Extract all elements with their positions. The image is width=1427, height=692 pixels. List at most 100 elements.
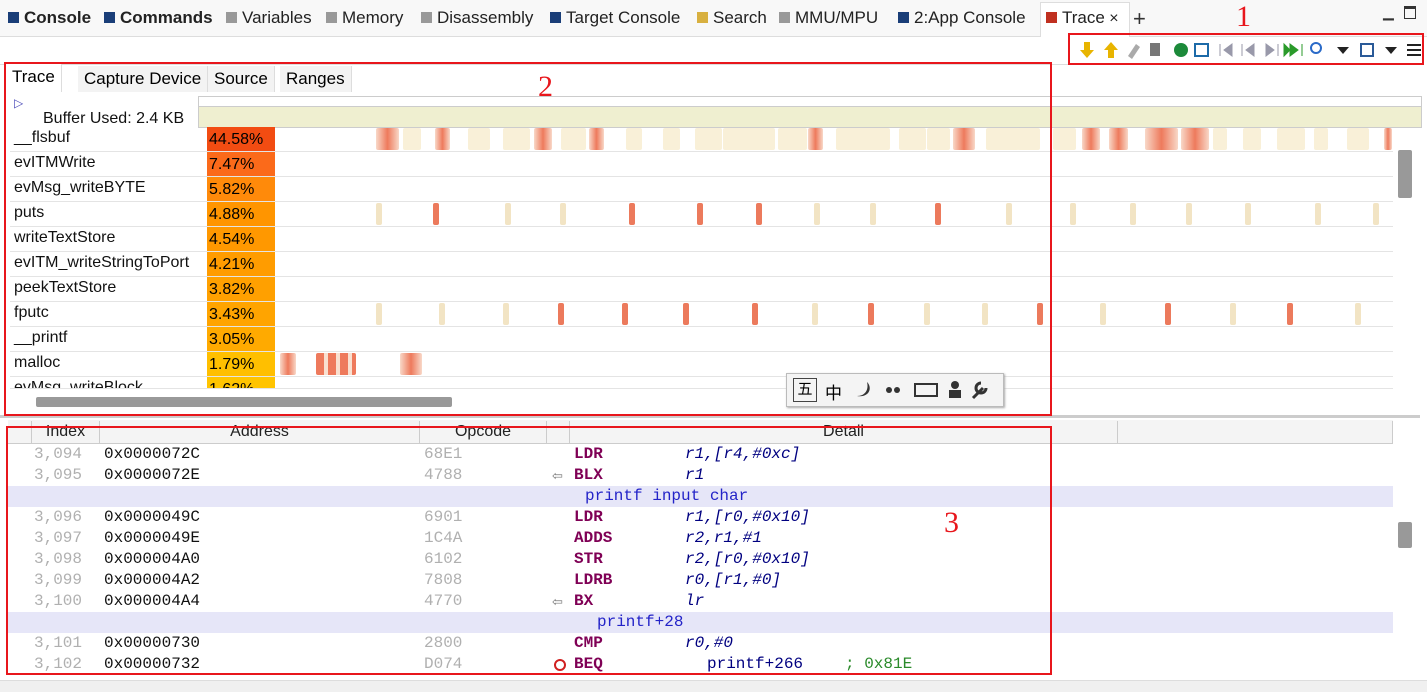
icon-dropdown[interactable]: [1385, 47, 1397, 54]
activity-block: [1109, 128, 1128, 150]
activity-block: [778, 128, 807, 150]
buffer-ruler: [198, 96, 1422, 107]
activity-block: [808, 128, 823, 150]
expand-toggle[interactable]: ▷: [14, 96, 24, 110]
activity-block: [534, 128, 552, 150]
maximize-button[interactable]: [1404, 6, 1416, 19]
activity-block: [870, 203, 876, 225]
activity-block: [1070, 203, 1076, 225]
activity-block: [629, 203, 635, 225]
row-separator: [10, 226, 1393, 227]
tab[interactable]: Search: [697, 8, 767, 28]
activity-block: [982, 303, 988, 325]
ime-button[interactable]: 中: [825, 384, 842, 403]
activity-block: [1277, 128, 1305, 150]
activity-block: [400, 353, 422, 375]
function-percent: 4.21%: [207, 252, 275, 277]
tab[interactable]: Trace ×: [1046, 8, 1119, 28]
activity-block: [683, 303, 689, 325]
tab[interactable]: Disassembly: [421, 8, 533, 28]
icon-prev[interactable]: [1241, 43, 1255, 57]
table-scrollbar-thumb[interactable]: [1398, 522, 1412, 548]
new-tab-button[interactable]: +: [1133, 6, 1146, 31]
function-name: fputc: [14, 304, 49, 321]
icon-last[interactable]: [1283, 42, 1303, 58]
sash[interactable]: [0, 415, 1420, 418]
activity-block: [868, 303, 874, 325]
function-name: writeTextStore: [14, 229, 116, 246]
icon-dropdown[interactable]: [1337, 47, 1349, 54]
address: 0x0000049E: [104, 529, 201, 547]
close-tab[interactable]: ×: [1104, 10, 1119, 27]
tab[interactable]: 2:App Console: [898, 8, 1026, 28]
activity-block: [1017, 128, 1040, 150]
mnemonic: BX: [574, 592, 594, 610]
function-percent: 5.82%: [207, 177, 275, 202]
activity-block: [1006, 203, 1012, 225]
activity-block: [433, 203, 439, 225]
ime-button[interactable]: 五: [793, 378, 817, 402]
v-scrollbar-thumb[interactable]: [1398, 150, 1412, 198]
address: 0x000004A2: [104, 571, 201, 589]
icon-search[interactable]: [1310, 42, 1322, 54]
tab[interactable]: Memory: [326, 8, 403, 28]
activity-block: [723, 128, 756, 150]
tab[interactable]: Variables: [226, 8, 312, 28]
function-name: __printf: [14, 329, 68, 346]
icon-next[interactable]: [1265, 43, 1279, 57]
tab-label: Trace: [1062, 8, 1105, 27]
tab[interactable]: MMU/MPU: [779, 8, 878, 28]
function-row: fputc 3.43%: [0, 302, 1393, 327]
mnemonic: LDR: [574, 445, 603, 463]
opcode: 2800: [424, 634, 463, 652]
function-name: evITM_writeStringToPort: [14, 254, 190, 271]
activity-block: [1287, 303, 1293, 325]
icon-info[interactable]: [1174, 43, 1188, 57]
subtab[interactable]: Trace: [6, 64, 62, 92]
activity-block: [836, 128, 867, 150]
operands: r0,[r1,#0]: [685, 571, 782, 589]
tab[interactable]: Commands: [104, 8, 213, 28]
icon-layout[interactable]: [1360, 43, 1374, 57]
icon-doc[interactable]: [1150, 43, 1160, 56]
tab-label: Search: [713, 8, 767, 27]
activity-block: [1165, 303, 1171, 325]
subtab[interactable]: Source: [208, 66, 275, 92]
mnemonic: LDR: [574, 508, 603, 526]
h-scrollbar-thumb[interactable]: [36, 397, 452, 407]
icon-menu[interactable]: [1407, 44, 1421, 56]
activity-block: [560, 203, 566, 225]
activity-block: [376, 128, 399, 150]
tab-icon: [8, 12, 19, 23]
tab[interactable]: Console: [8, 8, 91, 28]
subtab[interactable]: Ranges: [280, 66, 352, 92]
tab-bar: [0, 0, 1427, 37]
activity-block: [503, 303, 509, 325]
opcode: 7808: [424, 571, 463, 589]
column-header[interactable]: [547, 421, 570, 443]
activity-block: [280, 353, 296, 375]
branch-marker: ⇦: [552, 594, 563, 609]
subtab[interactable]: Capture Device: [78, 66, 209, 92]
index: 3,098: [34, 550, 83, 568]
function-row: __flsbuf 44.58%: [0, 127, 1393, 152]
column-header[interactable]: [8, 421, 32, 443]
function-name: peekTextStore: [14, 279, 117, 296]
index: 3,094: [34, 445, 83, 463]
icon-first[interactable]: [1219, 43, 1233, 57]
minimize-button[interactable]: ▁: [1383, 4, 1394, 20]
icon-clear[interactable]: [1128, 44, 1140, 59]
label-band: [8, 486, 1393, 507]
activity-block: [697, 203, 703, 225]
column-header[interactable]: [1118, 421, 1393, 443]
operands: r1: [685, 466, 705, 484]
opcode: 1C4A: [424, 529, 463, 547]
symbol-label: printf input char: [585, 487, 749, 505]
activity-block: [1243, 128, 1261, 150]
icon-up[interactable]: [1104, 42, 1118, 58]
icon-down[interactable]: [1080, 42, 1094, 58]
tab[interactable]: Target Console: [550, 8, 680, 28]
icon-export[interactable]: [1194, 43, 1209, 57]
tab-label: 2:App Console: [914, 8, 1026, 27]
